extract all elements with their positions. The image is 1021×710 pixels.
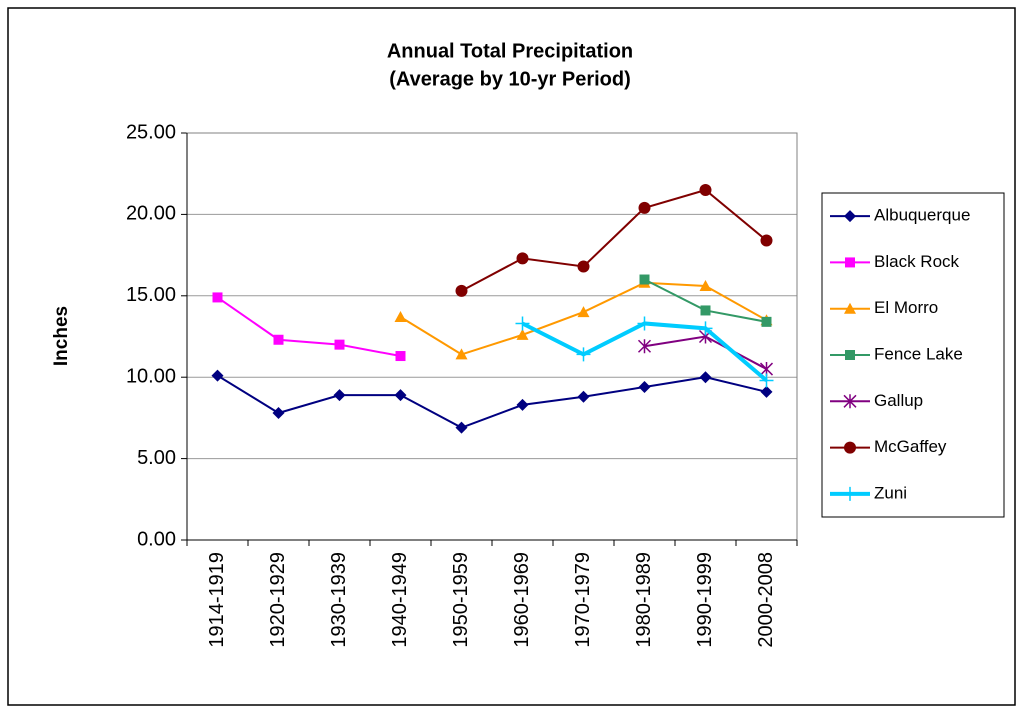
y-axis-label: Inches — [51, 306, 72, 366]
series-line — [461, 188, 768, 292]
legend-label: Fence Lake — [874, 344, 963, 363]
marker — [272, 407, 285, 420]
y-tick-label: 5.00 — [137, 447, 176, 469]
y-tick-label: 15.00 — [126, 284, 176, 306]
marker — [637, 316, 652, 331]
marker — [577, 390, 590, 403]
marker — [455, 421, 468, 434]
x-tick-label: 1960-1969 — [511, 552, 533, 648]
marker — [639, 274, 650, 285]
marker — [699, 280, 712, 292]
marker — [844, 210, 856, 223]
series-line — [216, 296, 401, 358]
marker — [638, 201, 651, 214]
marker — [637, 339, 652, 354]
x-tick-label: 1950-1959 — [450, 552, 472, 648]
x-tick-label: 1940-1949 — [389, 552, 411, 648]
marker — [212, 292, 223, 303]
marker — [699, 371, 712, 384]
y-tick-label: 10.00 — [126, 365, 176, 387]
marker — [516, 328, 529, 340]
marker — [334, 339, 345, 350]
legend-label: Gallup — [874, 391, 923, 410]
legend-label: McGaffey — [874, 437, 947, 456]
marker — [760, 385, 773, 398]
chart-subtitle: (Average by 10-yr Period) — [389, 68, 631, 90]
marker — [761, 316, 772, 327]
marker — [211, 369, 224, 382]
marker — [394, 389, 407, 402]
legend-label: Albuquerque — [874, 206, 970, 225]
marker — [700, 305, 711, 316]
marker — [333, 389, 346, 402]
marker — [699, 183, 712, 196]
marker — [845, 257, 855, 268]
marker — [759, 373, 774, 388]
marker — [844, 302, 856, 314]
marker — [844, 441, 856, 454]
x-tick-label: 1990-1999 — [694, 552, 716, 648]
marker — [845, 350, 855, 360]
marker — [698, 321, 713, 336]
legend-label: Zuni — [874, 483, 907, 502]
y-tick-label: 20.00 — [126, 203, 176, 225]
marker — [577, 306, 590, 318]
x-tick-label: 1914-1919 — [206, 552, 228, 648]
marker — [843, 394, 857, 409]
x-tick-label: 1970-1979 — [572, 552, 594, 648]
x-tick-label: 1930-1939 — [328, 552, 350, 648]
marker — [515, 316, 530, 331]
legend-label: Black Rock — [874, 252, 960, 271]
marker — [577, 260, 590, 273]
legend-label: El Morro — [874, 298, 938, 317]
x-tick-label: 1980-1989 — [633, 552, 655, 648]
marker — [760, 234, 773, 247]
marker — [455, 348, 468, 360]
marker — [455, 284, 468, 297]
y-tick-label: 25.00 — [126, 121, 176, 143]
x-tick-label: 1920-1929 — [267, 552, 289, 648]
marker — [394, 310, 407, 322]
marker — [516, 252, 529, 265]
x-tick-label: 2000-2008 — [755, 552, 777, 648]
marker — [395, 351, 406, 362]
chart-title: Annual Total Precipitation — [387, 40, 633, 62]
y-tick-label: 0.00 — [137, 528, 176, 550]
marker — [638, 380, 651, 393]
marker — [516, 398, 529, 411]
marker — [843, 486, 857, 501]
series-line — [216, 374, 767, 429]
marker — [576, 347, 591, 362]
marker — [273, 334, 284, 345]
